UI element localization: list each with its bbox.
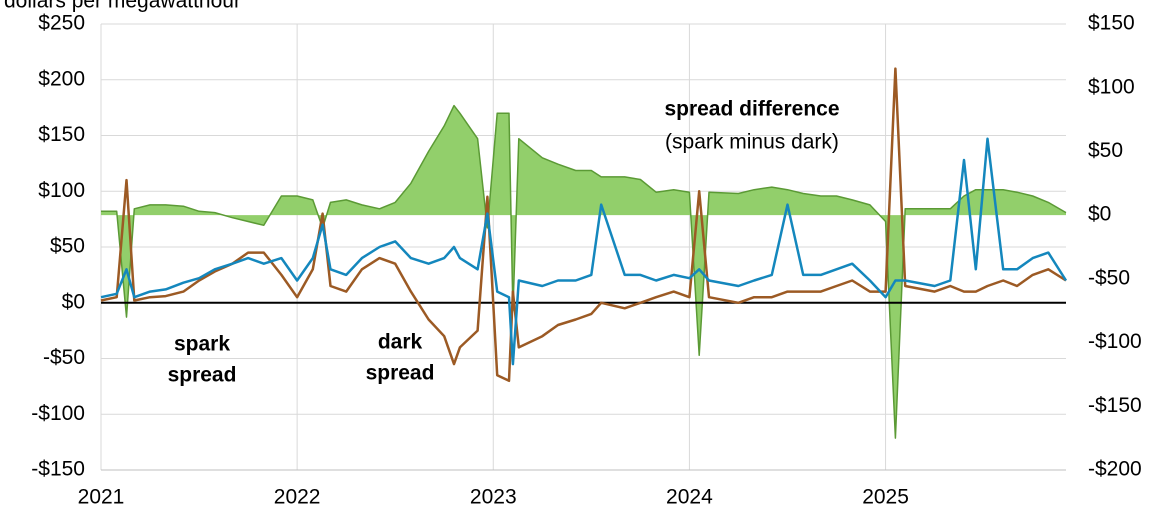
annotation: (spark minus dark) [665,131,839,154]
y-tick-label: $250 [38,12,85,35]
y-tick-label: $100 [38,179,85,202]
y2-tick-label: -$200 [1088,458,1142,481]
x-tick-label: 2024 [666,486,713,509]
y-tick-label: $200 [38,67,85,90]
annotation: spark [174,333,230,356]
y2-tick-label: -$150 [1088,394,1142,417]
x-tick-label: 2025 [862,486,909,509]
area [101,105,1066,439]
y-tick-label: -$150 [31,458,85,481]
y2-tick-label: -$100 [1088,330,1142,353]
line [101,104,1067,439]
y2-tick-label: $100 [1088,75,1135,98]
y-tick-label: $50 [50,235,85,258]
x-tick-label: 2023 [470,486,517,509]
x-tick-label: 2022 [274,486,321,509]
line [100,137,1068,366]
y2-tick-label: $50 [1088,139,1123,162]
line [100,67,1067,383]
chart-subtitle: dollars per megawatthour [4,0,241,13]
annotation: spread [366,362,435,385]
annotation: dark [378,331,423,354]
y-tick-label: $0 [62,290,85,313]
y-tick-label: -$100 [31,402,85,425]
y-tick-label: -$50 [43,346,85,369]
annotation: spread [168,364,237,387]
y-tick-label: $150 [38,123,85,146]
y2-tick-label: $0 [1088,203,1111,226]
y2-tick-label: -$50 [1088,266,1130,289]
y2-tick-label: $150 [1088,12,1135,35]
x-tick-label: 2021 [78,486,125,509]
annotation: spread difference [664,98,839,121]
